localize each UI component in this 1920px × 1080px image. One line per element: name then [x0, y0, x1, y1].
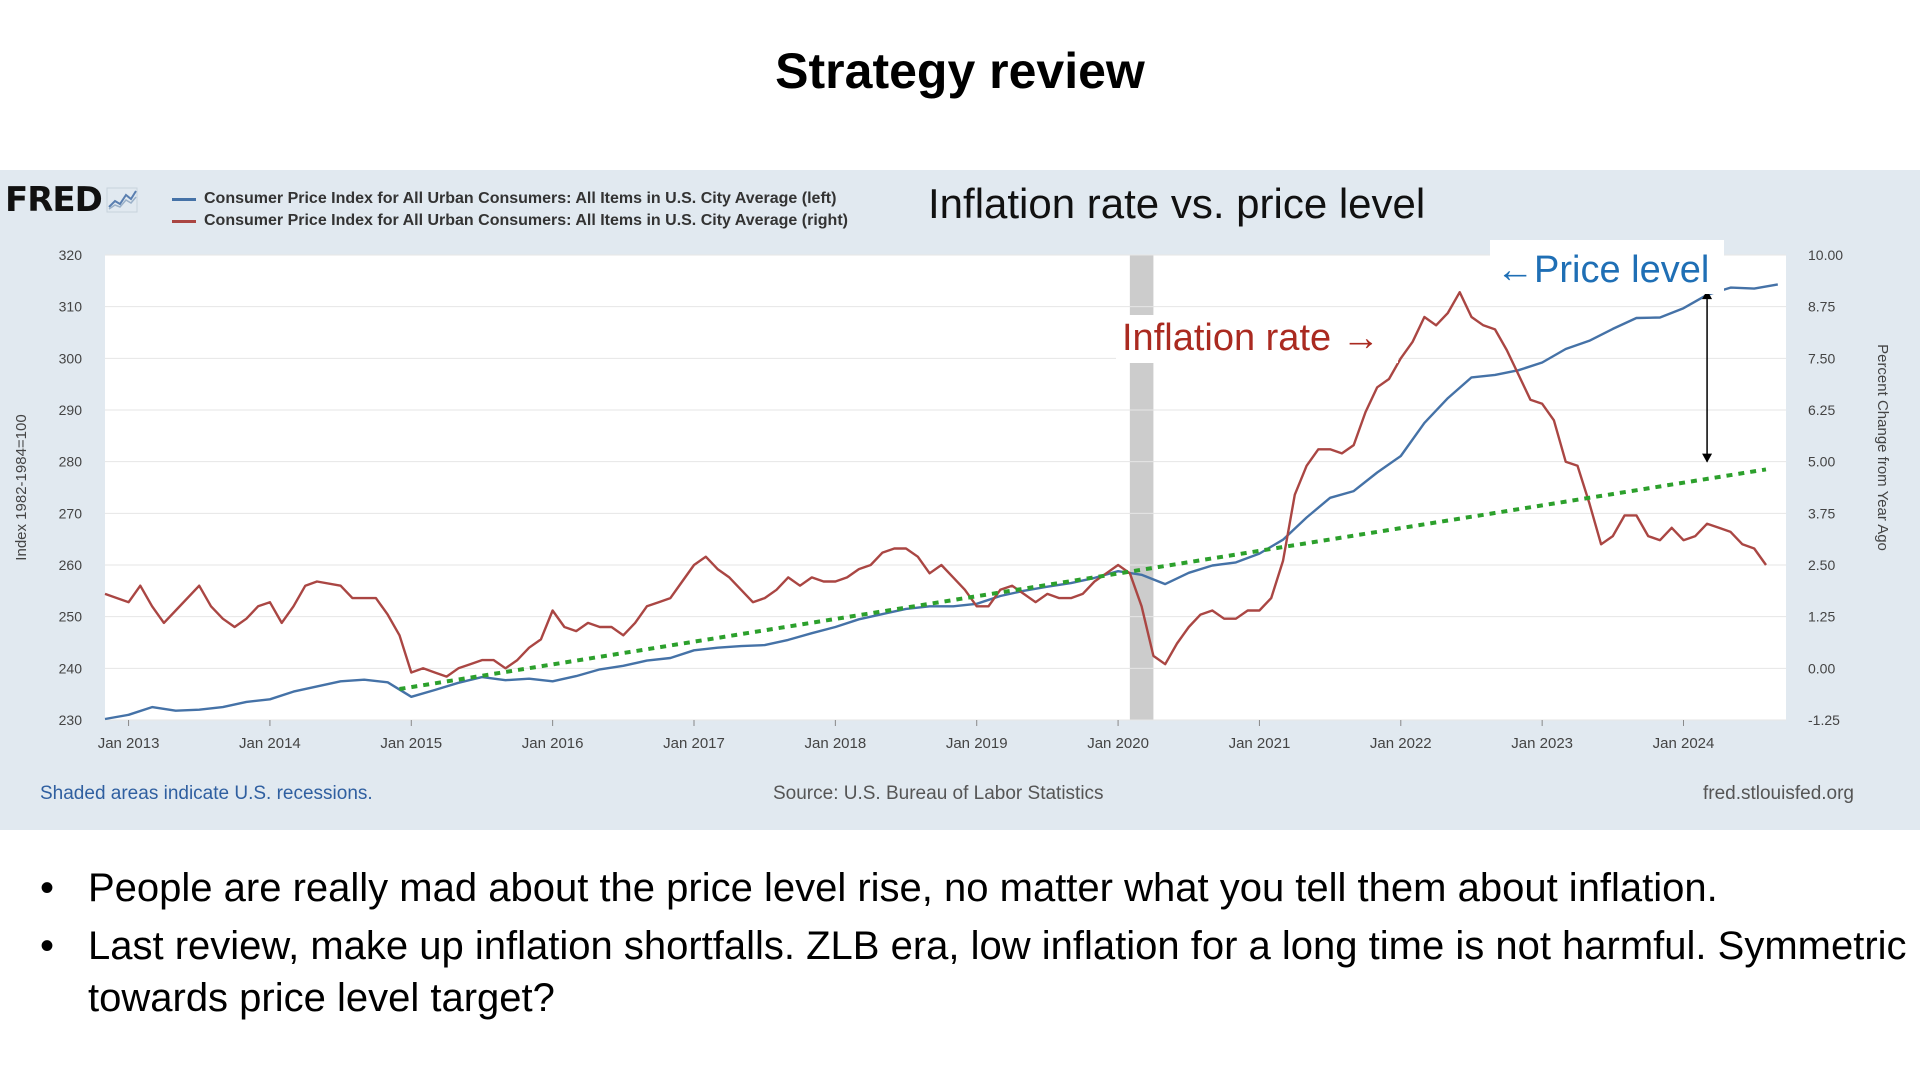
- plot-area: [105, 255, 1786, 720]
- y-tick-label-right: 2.50: [1808, 557, 1835, 573]
- chart-legend: Consumer Price Index for All Urban Consu…: [172, 188, 848, 232]
- x-tick-label: Jan 2017: [663, 735, 725, 752]
- y-tick-label-left: 290: [59, 402, 83, 418]
- source-note: Source: U.S. Bureau of Labor Statistics: [773, 783, 1104, 804]
- y-tick-label-right: 1.25: [1808, 609, 1835, 625]
- bullet-item: • Last review, make up inflation shortfa…: [40, 920, 1910, 1024]
- x-tick-label: Jan 2023: [1511, 735, 1573, 752]
- fred-chart-panel: FRED Consumer Price Index for All Urban …: [0, 170, 1920, 830]
- annotation-price-level: ←Price level: [1496, 249, 1709, 291]
- y-tick-label-right: 7.50: [1808, 350, 1835, 366]
- legend-item-right[interactable]: Consumer Price Index for All Urban Consu…: [172, 210, 848, 232]
- y-tick-label-left: 310: [59, 299, 83, 315]
- trend-line: [399, 467, 1767, 691]
- bullet-dot: •: [40, 866, 55, 910]
- annotation-inflation-rate-bg: [1116, 315, 1398, 363]
- y-tick-label-left: 320: [59, 247, 83, 263]
- x-tick-label: Jan 2014: [239, 735, 301, 752]
- legend-label-left: Consumer Price Index for All Urban Consu…: [204, 190, 837, 207]
- recession-shading: [1129, 255, 1154, 720]
- y-tick-label-right: 0.00: [1808, 660, 1835, 676]
- y-tick-label-right: 5.00: [1808, 454, 1835, 470]
- x-tick-label: Jan 2024: [1653, 735, 1715, 752]
- x-tick-label: Jan 2015: [380, 735, 442, 752]
- y-tick-label-right: 6.25: [1808, 402, 1835, 418]
- gap-arrow-head-top: [1702, 290, 1713, 300]
- fred-url-link[interactable]: fred.stlouisfed.org: [1702, 783, 1854, 804]
- legend-item-left[interactable]: Consumer Price Index for All Urban Consu…: [172, 188, 848, 210]
- annotation-price-level-bg: [1490, 240, 1724, 294]
- y-tick-label-left: 230: [59, 712, 83, 728]
- y-tick-label-left: 270: [59, 505, 83, 521]
- x-tick-label: Jan 2013: [98, 735, 160, 752]
- series-line-price-level: [104, 283, 1779, 721]
- y-tick-label-left: 300: [59, 350, 83, 366]
- y-tick-label-right: 3.75: [1808, 505, 1835, 521]
- legend-swatch-right: [172, 219, 196, 223]
- bullet-text: People are really mad about the price le…: [88, 866, 1718, 910]
- gap-arrow-head-bottom: [1702, 453, 1713, 463]
- y-tick-label-left: 260: [59, 557, 83, 573]
- fred-logo-text: FRED: [5, 180, 103, 220]
- bullet-list: • People are really mad about the price …: [40, 862, 1910, 1030]
- x-tick-label: Jan 2018: [804, 735, 866, 752]
- y-axis-title-right: Percent Change from Year Ago: [1874, 344, 1891, 551]
- fred-logo[interactable]: FRED: [5, 180, 138, 220]
- x-tick-label: Jan 2020: [1087, 735, 1149, 752]
- bullet-dot: •: [40, 924, 55, 968]
- chart-sparkline-icon: [106, 187, 138, 213]
- legend-swatch-left: [172, 197, 196, 201]
- x-tick-label: Jan 2016: [522, 735, 584, 752]
- bullet-item: • People are really mad about the price …: [40, 862, 1910, 914]
- legend-label-right: Consumer Price Index for All Urban Consu…: [204, 212, 848, 229]
- chart-svg: 230 240 250 260 270 280 290 300 310 320 -1.25 0.00 1…: [13, 240, 1891, 752]
- bullet-text: Last review, make up inflation shortfall…: [88, 924, 1907, 1020]
- x-tick-label: Jan 2021: [1229, 735, 1291, 752]
- y-tick-label-right: 8.75: [1808, 299, 1835, 315]
- y-tick-label-right: 10.00: [1808, 247, 1843, 263]
- y-tick-label-left: 280: [59, 454, 83, 470]
- overlay-chart-title: Inflation rate vs. price level: [928, 180, 1426, 227]
- slide-title: Strategy review: [775, 43, 1145, 99]
- annotation-inflation-rate: Inflation rate →: [1122, 317, 1380, 359]
- x-tick-label: Jan 2019: [946, 735, 1008, 752]
- series-line-inflation-rate: [104, 290, 1767, 678]
- y-axis-title-left: Index 1982-1984=100: [13, 414, 30, 560]
- y-tick-label-left: 240: [59, 660, 83, 676]
- y-tick-label-left: 250: [59, 609, 83, 625]
- y-tick-label-right: -1.25: [1808, 712, 1840, 728]
- x-tick-label: Jan 2022: [1370, 735, 1432, 752]
- recession-note: Shaded areas indicate U.S. recessions.: [40, 783, 373, 804]
